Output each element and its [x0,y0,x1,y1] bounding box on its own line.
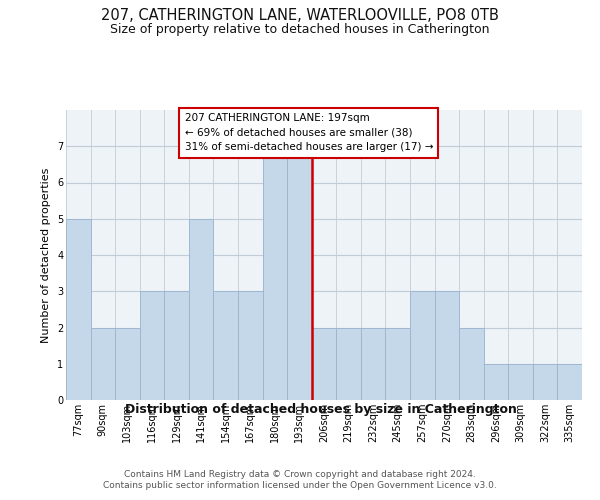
Text: Distribution of detached houses by size in Catherington: Distribution of detached houses by size … [125,402,517,415]
Bar [263,146,287,400]
Bar [557,364,582,400]
Text: 207, CATHERINGTON LANE, WATERLOOVILLE, PO8 0TB: 207, CATHERINGTON LANE, WATERLOOVILLE, P… [101,8,499,22]
Text: Size of property relative to detached houses in Catherington: Size of property relative to detached ho… [110,22,490,36]
Bar [410,291,434,400]
Bar [336,328,361,400]
Text: Contains public sector information licensed under the Open Government Licence v3: Contains public sector information licen… [103,481,497,490]
Bar [66,219,91,400]
Bar [287,146,312,400]
Bar [312,328,336,400]
Bar [238,291,263,400]
Bar [189,219,214,400]
Bar [459,328,484,400]
Bar [91,328,115,400]
Y-axis label: Number of detached properties: Number of detached properties [41,168,52,342]
Bar [140,291,164,400]
Bar [533,364,557,400]
Bar [164,291,189,400]
Bar [434,291,459,400]
Bar [385,328,410,400]
Bar [484,364,508,400]
Text: 207 CATHERINGTON LANE: 197sqm
← 69% of detached houses are smaller (38)
31% of s: 207 CATHERINGTON LANE: 197sqm ← 69% of d… [185,113,433,152]
Text: Contains HM Land Registry data © Crown copyright and database right 2024.: Contains HM Land Registry data © Crown c… [124,470,476,479]
Bar [214,291,238,400]
Bar [508,364,533,400]
Bar [361,328,385,400]
Bar [115,328,140,400]
